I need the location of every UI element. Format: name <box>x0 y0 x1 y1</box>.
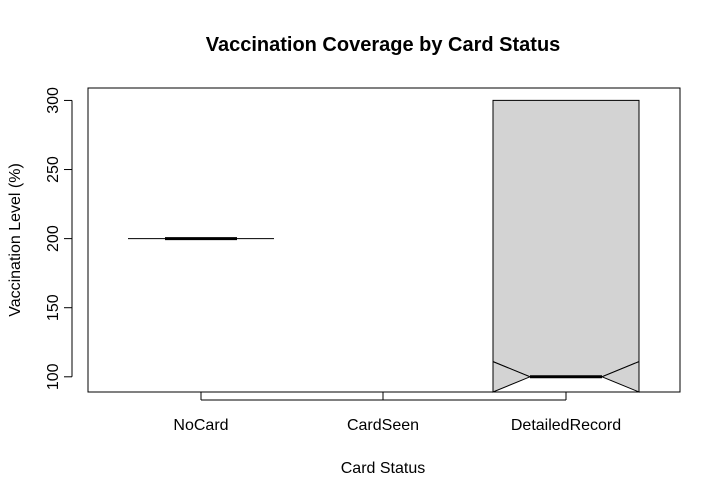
y-tick-label: 300 <box>45 87 62 114</box>
box-DetailedRecord-left-notch <box>492 360 532 393</box>
y-axis-label: Vaccination Level (%) <box>7 163 24 317</box>
y-tick-label: 100 <box>45 363 62 390</box>
box-DetailedRecord-right-notch <box>600 360 640 393</box>
x-tick-label: NoCard <box>173 417 228 434</box>
plot-frame <box>87 87 681 393</box>
chart-title: Vaccination Coverage by Card Status <box>206 34 561 56</box>
y-tick-label: 150 <box>45 294 62 321</box>
box-layer <box>128 99 640 393</box>
box-DetailedRecord-upper <box>492 99 640 378</box>
y-tick-label: 200 <box>45 225 62 252</box>
y-axis: 100 150 200 250 300 <box>45 87 73 390</box>
x-axis: NoCard CardSeen DetailedRecord <box>173 392 621 434</box>
x-axis-label: Card Status <box>341 460 425 477</box>
x-tick-label: DetailedRecord <box>511 417 621 434</box>
x-tick-label: CardSeen <box>347 417 419 434</box>
y-tick-label: 250 <box>45 156 62 183</box>
